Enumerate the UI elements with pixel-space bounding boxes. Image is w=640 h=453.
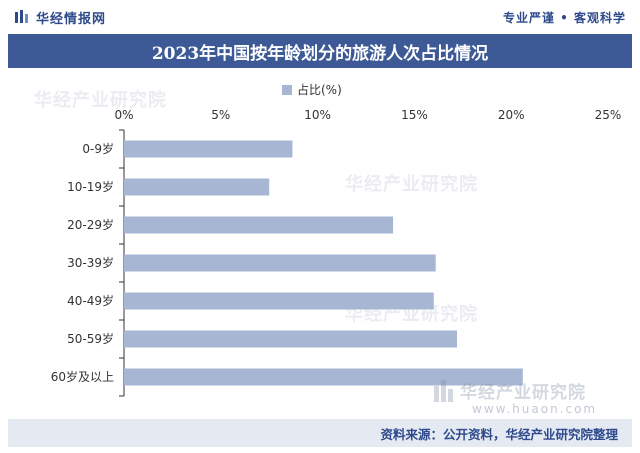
category-label: 60岁及以上 — [51, 369, 114, 384]
brand-logo-icon — [15, 10, 28, 23]
category-label: 20-29岁 — [67, 217, 114, 232]
x-tick-label: 20% — [498, 108, 525, 122]
x-tick-label: 10% — [304, 108, 331, 122]
category-label: 10-19岁 — [67, 179, 114, 194]
bar — [124, 292, 434, 310]
bar — [124, 254, 436, 272]
category-label: 40-49岁 — [67, 293, 114, 308]
header: 华经情报网 专业严谨 • 客观科学 — [0, 0, 640, 34]
category-label: 0-9岁 — [82, 141, 114, 156]
bar — [124, 178, 270, 196]
bar — [124, 140, 293, 158]
watermark-logo-icon — [434, 379, 453, 402]
footer: 资料来源：公开资料，华经产业研究院整理 — [8, 419, 632, 447]
brand[interactable]: 华经情报网 — [14, 8, 106, 27]
brand-name: 华经情报网 — [36, 11, 107, 27]
footer-watermark: 华经产业研究院 — [434, 378, 586, 403]
x-tick-label: 15% — [401, 108, 428, 122]
x-tick-label: 5% — [211, 108, 230, 122]
category-label: 30-39岁 — [67, 255, 114, 270]
slogan: 专业严谨 • 客观科学 — [502, 10, 626, 25]
bar — [124, 368, 523, 386]
watermark-text: 华经产业研究院 — [34, 90, 167, 111]
source-note: 资料来源：公开资料，华经产业研究院整理 — [380, 426, 618, 442]
bar — [124, 216, 394, 234]
category-label: 50-59岁 — [67, 331, 114, 346]
bar-chart: 占比(%) 0% 5% 10% 15% 20% 25% 0-9岁 10-19岁 20-29岁 30-… — [51, 82, 622, 397]
watermark-url: www.huaon.com — [472, 402, 598, 416]
x-tick-label: 25% — [595, 108, 622, 122]
watermark-text: 华经产业研究院 — [345, 174, 478, 195]
bar — [124, 330, 457, 348]
chart-title-bar: 2023年中国按年龄划分的旅游人次占比情况 — [8, 34, 632, 68]
legend-label: 占比(%) — [297, 82, 342, 97]
x-tick-label: 0% — [114, 108, 133, 122]
chart-title: 2023年中国按年龄划分的旅游人次占比情况 — [151, 43, 489, 64]
legend-swatch — [282, 85, 292, 95]
footer-watermark-text: 华经产业研究院 — [460, 383, 586, 403]
